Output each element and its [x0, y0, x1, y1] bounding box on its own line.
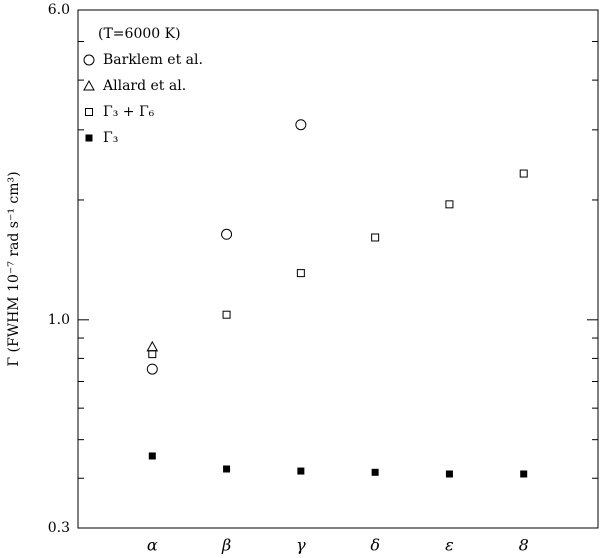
x-tick-label: α — [147, 536, 158, 555]
marker — [297, 467, 305, 475]
y-tick-label: 1.0 — [48, 312, 70, 328]
legend-label: Γ₃ + Γ₆ — [103, 104, 155, 120]
legend-marker — [83, 79, 95, 91]
legend-label: Γ₃ — [103, 130, 118, 146]
y-tick-label: 6.0 — [48, 2, 70, 18]
x-tick-label: β — [221, 536, 231, 555]
marker — [148, 350, 157, 359]
annotation: (T=6000 K) — [98, 26, 181, 42]
marker — [520, 470, 528, 478]
y-axis-label: Γ (FWHM 10⁻⁷ rad s⁻¹ cm³) — [6, 171, 22, 366]
marker — [371, 468, 379, 476]
legend-label: Barklem et al. — [103, 52, 203, 68]
x-tick-label: ε — [445, 536, 454, 555]
marker — [445, 470, 453, 478]
legend-marker — [85, 134, 93, 142]
marker — [295, 119, 307, 131]
x-tick-label: δ — [370, 536, 380, 555]
marker — [146, 340, 159, 352]
plot-frame — [77, 9, 599, 529]
marker — [146, 363, 158, 375]
x-tick-label: γ — [296, 536, 306, 555]
legend-marker — [85, 108, 93, 116]
marker — [519, 169, 528, 178]
marker — [222, 310, 231, 319]
marker — [148, 452, 156, 460]
marker — [296, 269, 305, 278]
marker — [371, 233, 380, 242]
legend-label: Allard et al. — [102, 78, 186, 94]
marker — [221, 228, 233, 240]
x-tick-label: 8 — [519, 536, 529, 555]
marker — [223, 465, 231, 473]
marker — [445, 200, 454, 209]
y-tick-label: 0.3 — [48, 520, 70, 536]
legend-marker — [83, 54, 95, 66]
